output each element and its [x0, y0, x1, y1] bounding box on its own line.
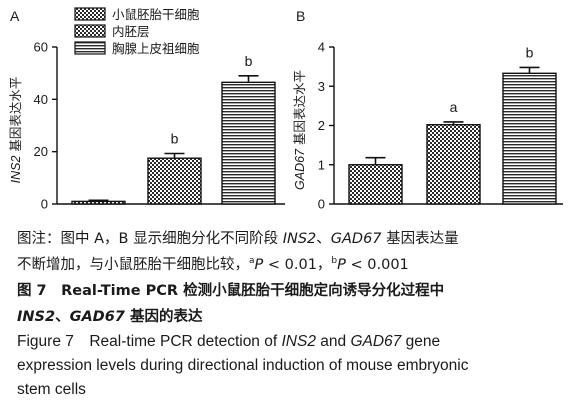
significance-label: b	[526, 44, 534, 60]
significance-label: b	[171, 130, 179, 146]
gene-ins2: INS2	[281, 333, 316, 350]
title-en: expression levels during directional ind…	[17, 357, 469, 374]
panel-a-y-axis-label: INS2 基因表达水平	[8, 77, 23, 184]
sig-mark-b: b	[331, 256, 338, 266]
bar-1	[71, 200, 126, 205]
note-text: 、	[316, 231, 331, 247]
panel-b-y-axis-label: GAD67 基因表达水平	[292, 70, 307, 190]
gene-gad67: GAD67	[350, 333, 402, 350]
y-tick-label: 20	[34, 144, 48, 159]
gene-ins2: INS2	[282, 231, 317, 247]
y-tick-label: 2	[318, 118, 325, 133]
y-tick-label: 0	[41, 197, 48, 212]
note-text: 基因表达量	[381, 231, 459, 247]
legend-label: 小鼠胚胎干细胞	[112, 7, 200, 22]
p-value: < 0.001	[345, 257, 409, 273]
legend-label: 胸腺上皮祖细胞	[112, 41, 200, 56]
caption-title-zh-line-1: 图 7 Real-Time PCR 检测小鼠胚胎干细胞定向诱导分化过程中	[17, 278, 577, 304]
bar-2	[426, 124, 481, 205]
caption-note-line-2: 不断增加，与小鼠胚胎干细胞比较，aP < 0.01，bP < 0.001	[17, 252, 577, 278]
caption-title-en-line-3: stem cells	[17, 378, 577, 402]
title-zh: 基因的表达	[124, 309, 203, 325]
significance-label: a	[450, 99, 458, 115]
panel-a-label: A	[10, 8, 20, 24]
panel-b-ylabel-gene: GAD67	[293, 148, 307, 190]
gene-gad67: GAD67	[330, 231, 382, 247]
y-tick-label: 40	[34, 92, 48, 107]
title-en: and	[315, 333, 351, 350]
legend-label: 内胚层	[112, 24, 150, 39]
bar-2	[147, 157, 202, 205]
gene-gad67: GAD67	[69, 309, 125, 325]
significance-label: b	[245, 53, 253, 69]
y-tick-label: 1	[318, 157, 325, 172]
title-en: stem cells	[17, 381, 86, 398]
bar-3	[502, 72, 557, 205]
gene-ins2: INS2	[17, 309, 56, 325]
p-value: < 0.01，	[263, 257, 332, 273]
caption-note-line-1: 图注：图中 A，B 显示细胞分化不同阶段 INS2、GAD67 基因表达量	[17, 226, 577, 252]
bar-1	[348, 164, 403, 205]
legend-swatch	[74, 24, 106, 38]
panel-a-ylabel-rest: 基因表达水平	[8, 77, 23, 156]
panel-b-ylabel-rest: 基因表达水平	[292, 70, 307, 149]
caption-title-en-line-1: Figure 7 Real-time PCR detection of INS2…	[17, 330, 577, 354]
title-en: gene	[401, 333, 441, 350]
legend-swatch	[74, 41, 106, 55]
panel-a-ylabel-gene: INS2	[9, 156, 23, 184]
y-tick-label: 60	[34, 40, 48, 55]
caption-title-en-line-2: expression levels during directional ind…	[17, 354, 577, 378]
sig-mark-a: a	[249, 256, 255, 266]
y-tick-label: 3	[318, 79, 325, 94]
bar-3	[221, 81, 276, 205]
figure-caption: 图注：图中 A，B 显示细胞分化不同阶段 INS2、GAD67 基因表达量 不断…	[17, 226, 577, 402]
p-symbol: P	[254, 257, 264, 273]
legend-swatch	[74, 7, 106, 21]
note-text: 不断增加，与小鼠胚胎干细胞比较，	[17, 257, 249, 273]
panel-b-chart: 0 1 2 3 4 a b GAD67 基因表达水平	[292, 40, 563, 212]
y-tick-label: 0	[318, 197, 325, 212]
title-zh: 图 7 Real-Time PCR 检测小鼠胚胎干细胞定向诱导分化过程中	[17, 283, 445, 299]
note-text: 图注：图中 A，B 显示细胞分化不同阶段	[17, 231, 283, 247]
caption-title-zh-line-2: INS2、GAD67 基因的表达	[17, 304, 577, 330]
y-tick-label: 4	[318, 40, 325, 55]
panel-b-label: B	[296, 8, 305, 24]
title-en: Figure 7 Real-time PCR detection of	[17, 333, 282, 350]
title-zh: 、	[55, 309, 70, 325]
p-symbol: P	[337, 257, 346, 273]
